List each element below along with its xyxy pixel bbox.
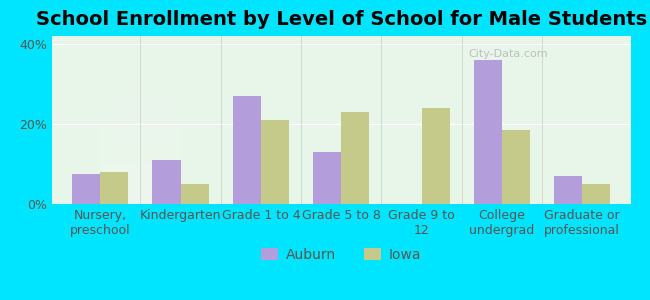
Bar <box>72 174 100 204</box>
Bar <box>554 176 582 204</box>
Title: School Enrollment by Level of School for Male Students: School Enrollment by Level of School for… <box>36 10 647 29</box>
Bar <box>313 152 341 204</box>
Text: City-Data.com: City-Data.com <box>469 50 548 59</box>
Bar <box>181 184 209 204</box>
Bar <box>341 112 369 204</box>
Bar <box>261 120 289 204</box>
Bar <box>582 184 610 204</box>
Bar <box>474 60 502 204</box>
Bar <box>100 172 128 204</box>
Bar <box>233 96 261 204</box>
Bar <box>153 160 181 204</box>
Legend: Auburn, Iowa: Auburn, Iowa <box>255 242 427 268</box>
Bar <box>502 130 530 204</box>
Bar <box>422 108 450 204</box>
